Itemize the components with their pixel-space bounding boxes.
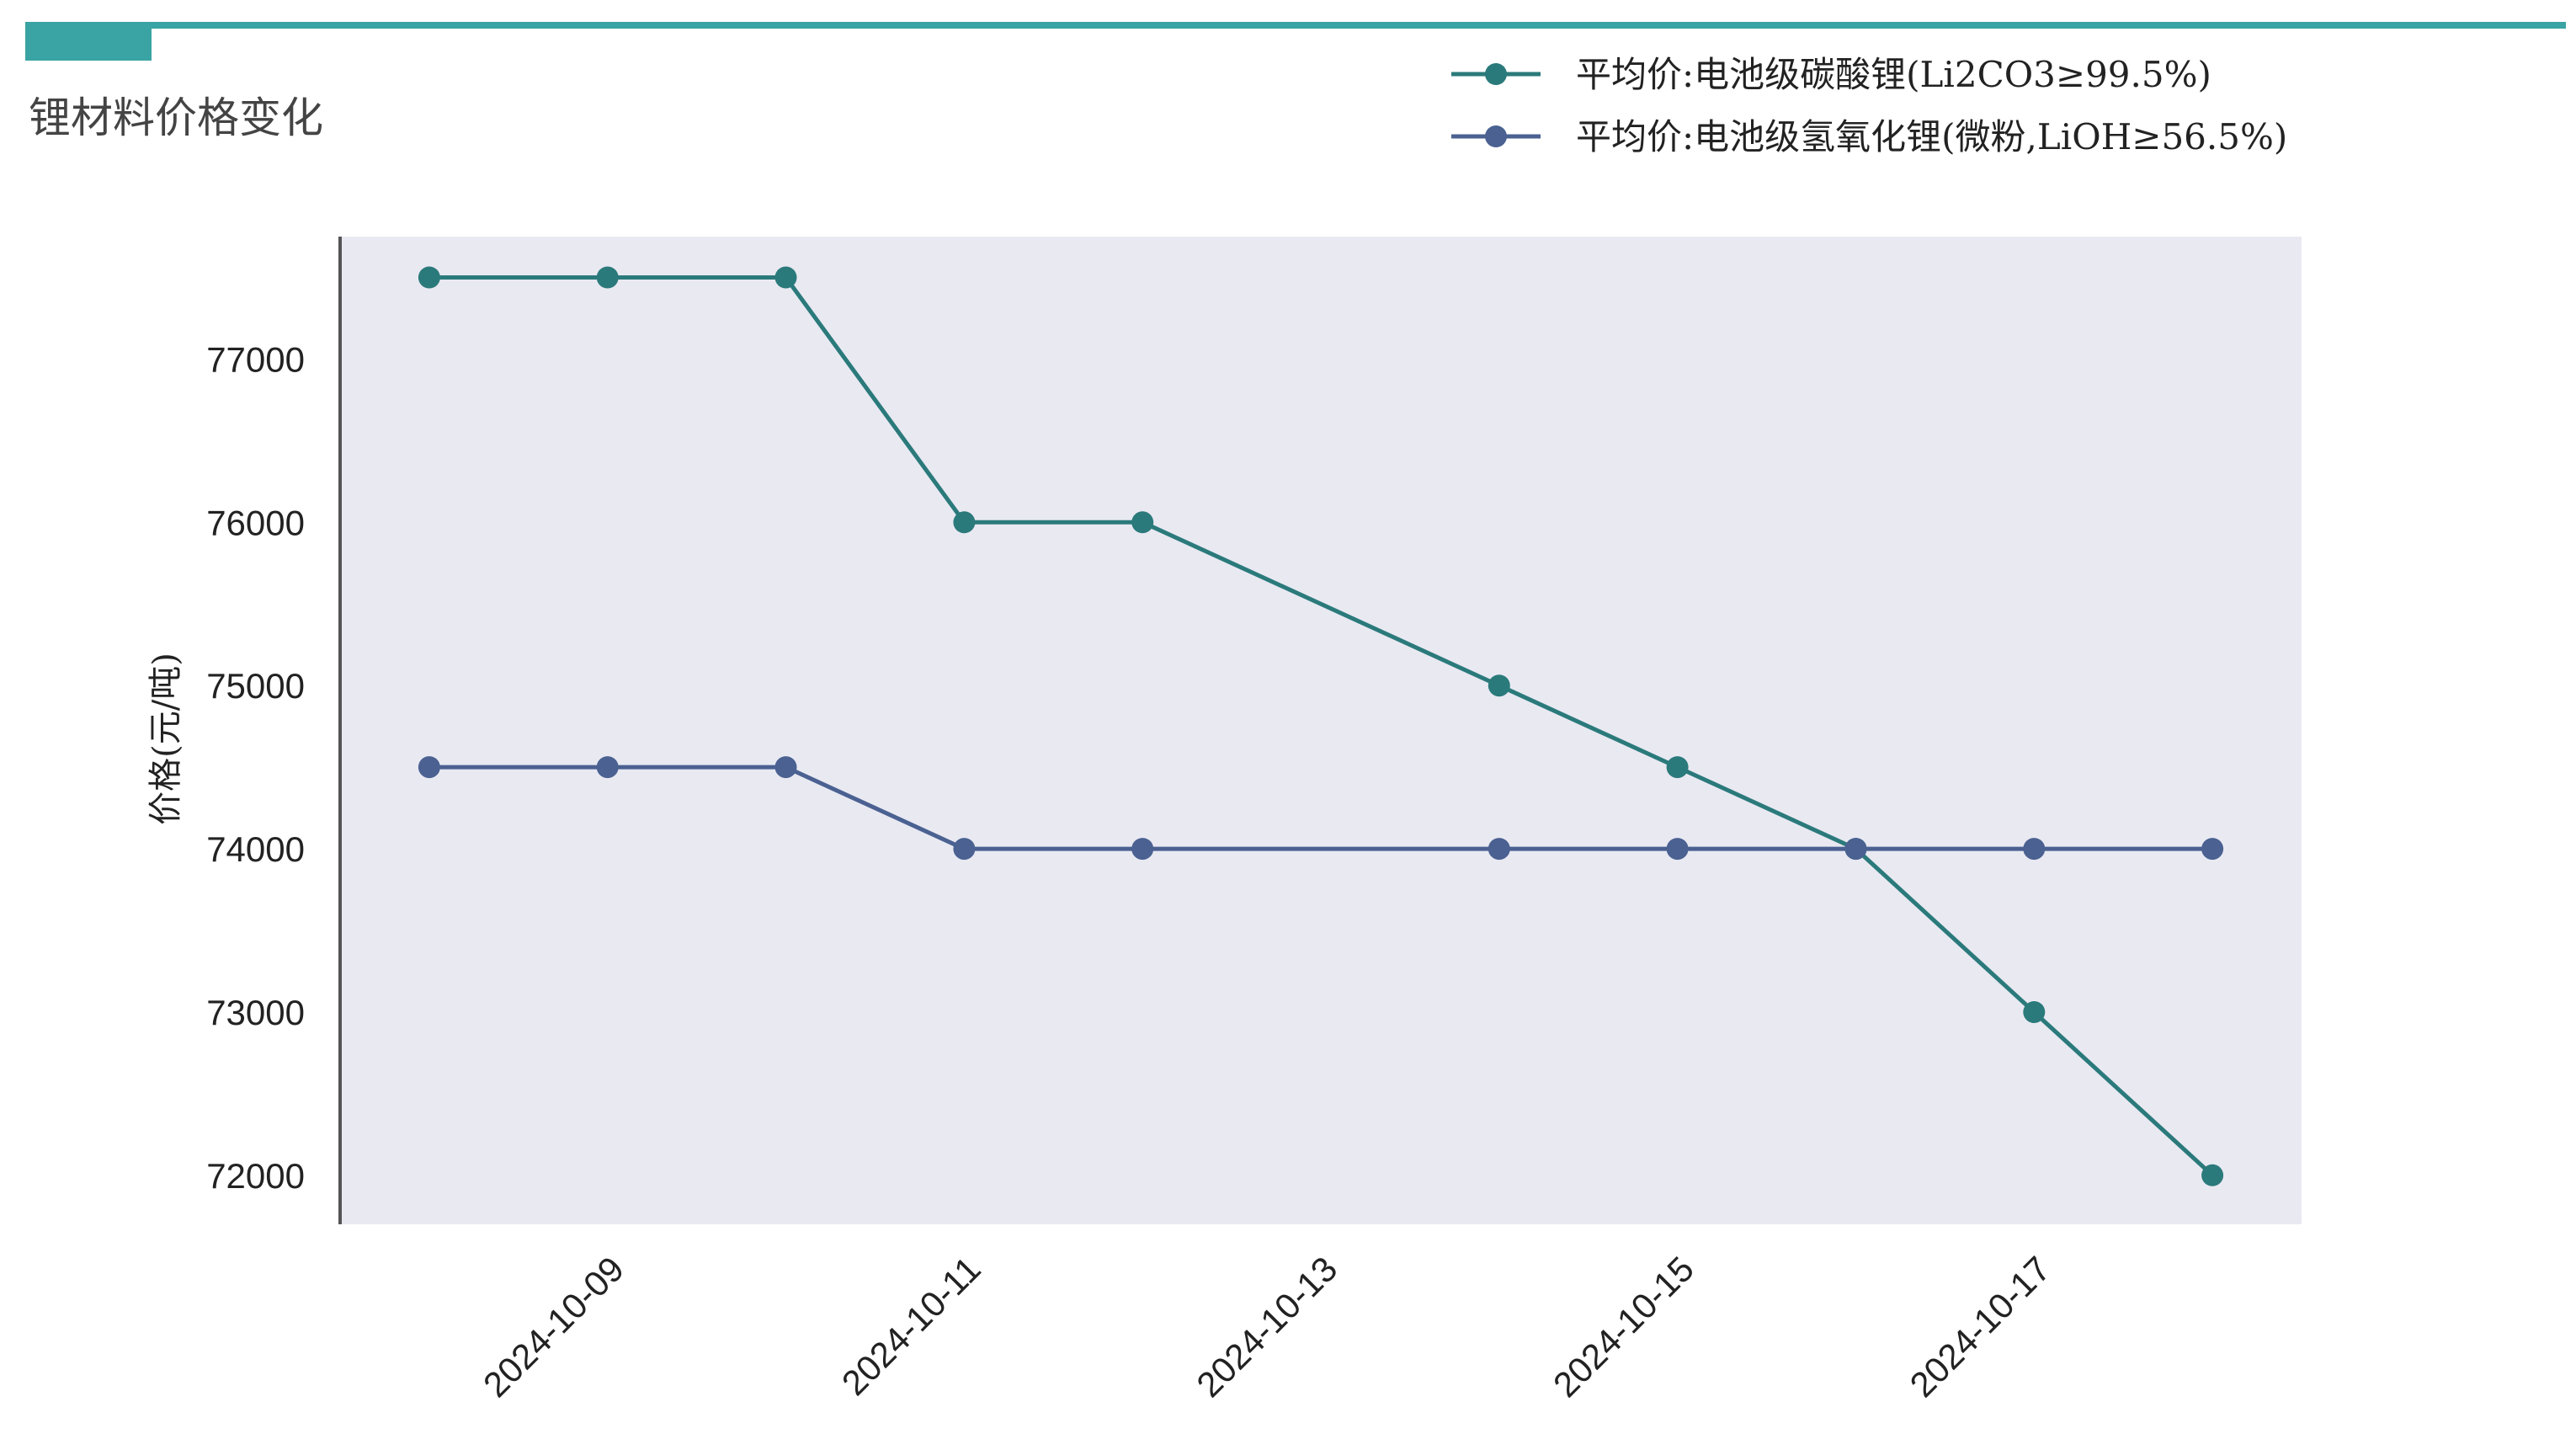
x-tick-label: 2024-10-13 [1189, 1249, 1344, 1404]
series-1 [418, 266, 2224, 1186]
data-point [1844, 838, 1867, 861]
data-point [1666, 756, 1689, 779]
legend-label: 平均价:电池级氢氧化锂(微粉,LiOH≥56.5%) [1576, 116, 2287, 157]
legend-item: 平均价:电池级氢氧化锂(微粉,LiOH≥56.5%) [1451, 116, 2287, 157]
data-point [1131, 511, 1154, 534]
x-axis-ticks: 2024-10-09 2024-10-11 2024-10-13 2024-10-15… [476, 1249, 2058, 1404]
x-tick-label: 2024-10-11 [834, 1249, 988, 1403]
data-point [1666, 838, 1689, 861]
plot-area [340, 237, 2302, 1224]
y-tick-label: 74000 [206, 829, 305, 869]
data-point [596, 756, 619, 779]
x-tick-label: 2024-10-17 [1902, 1249, 2057, 1404]
data-point [1131, 838, 1154, 861]
y-tick-label: 75000 [206, 666, 305, 706]
series-2 [418, 756, 2224, 861]
data-point [596, 266, 619, 289]
x-tick-label: 2024-10-09 [476, 1249, 631, 1404]
data-point [774, 266, 797, 289]
legend-marker [1485, 125, 1507, 147]
data-point [1488, 838, 1510, 861]
data-point [2023, 838, 2046, 861]
data-point [2023, 1001, 2046, 1023]
legend-label: 平均价:电池级碳酸锂(Li2CO3≥99.5%) [1576, 54, 2211, 95]
y-axis-ticks: 72000 73000 74000 75000 76000 77000 [206, 339, 305, 1195]
y-tick-label: 76000 [206, 503, 305, 542]
data-point [774, 756, 797, 779]
data-point [953, 838, 976, 861]
header-accent-bar [25, 22, 2566, 29]
y-tick-label: 77000 [206, 339, 305, 379]
series-line [428, 275, 2214, 1177]
data-point [2201, 838, 2224, 861]
data-point [2201, 1164, 2224, 1186]
data-point [953, 511, 976, 534]
data-point [1488, 674, 1510, 697]
data-point [418, 266, 440, 289]
x-tick-label: 2024-10-15 [1546, 1249, 1701, 1404]
y-tick-label: 73000 [206, 993, 305, 1032]
legend: 平均价:电池级碳酸锂(Li2CO3≥99.5%) 平均价:电池级氢氧化锂(微粉,L… [1451, 54, 2287, 157]
page-title: 锂材料价格变化 [29, 93, 323, 142]
series-line [428, 765, 2213, 851]
header-accent-tab [25, 22, 152, 61]
series-layer [418, 266, 2224, 1186]
y-tick-label: 72000 [206, 1156, 305, 1196]
data-point [418, 756, 440, 779]
y-axis-label: 价格(元/吨) [146, 653, 185, 825]
legend-item: 平均价:电池级碳酸锂(Li2CO3≥99.5%) [1451, 54, 2211, 95]
legend-marker [1485, 63, 1507, 85]
